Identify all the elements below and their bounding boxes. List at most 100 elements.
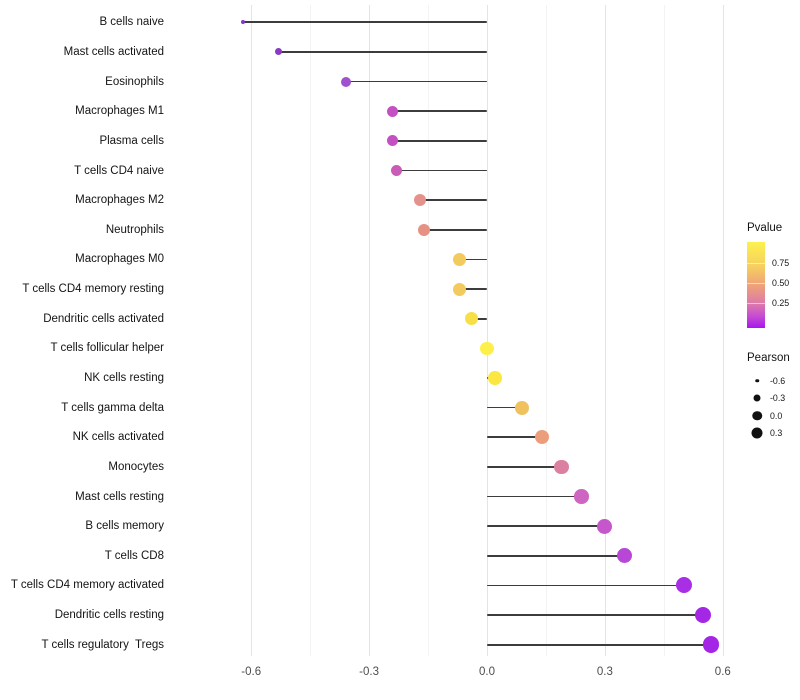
y-axis-label: NK cells activated: [72, 431, 164, 444]
y-axis-label: Macrophages M1: [75, 105, 164, 118]
lollipop-dot: [387, 135, 399, 147]
y-axis-label: T cells gamma delta: [61, 401, 164, 414]
colorbar-tick: [747, 262, 765, 264]
y-axis-label: Macrophages M2: [75, 194, 164, 207]
y-axis-label: B cells memory: [85, 520, 164, 533]
lollipop-line: [396, 169, 487, 172]
lollipop-line: [487, 584, 684, 587]
lollipop-line: [487, 406, 523, 409]
lollipop-dot: [515, 400, 530, 415]
lollipop-line: [420, 199, 487, 201]
lollipop-dot: [464, 312, 478, 326]
lollipop-line: [243, 21, 487, 24]
gridline-minor: [428, 5, 430, 656]
pvalue-legend-title: Pvalue: [747, 222, 783, 234]
colorbar-tick-label: 0.25: [772, 298, 790, 309]
lollipop-dot: [554, 459, 569, 475]
pearson-legend-dot: [753, 394, 761, 402]
lollipop-line: [487, 554, 625, 557]
lollipop-dot: [275, 48, 283, 56]
pearson-legend-items: -0.6 -0.3 0.0 0.3: [746, 372, 800, 442]
y-axis-label: Eosinophils: [105, 75, 164, 88]
lollipop-line: [278, 51, 487, 53]
pearson-legend-label: -0.3: [770, 393, 786, 404]
gridline-major: [369, 5, 371, 656]
gridline-minor: [310, 5, 312, 656]
gridline-minor: [663, 5, 665, 656]
legend: Pvalue 0.75 0.50 0.25 Pearson -0.6 -0.3 0.0 0…: [746, 222, 800, 442]
gridline-major: [604, 5, 606, 656]
pearson-legend-dot: [755, 379, 759, 383]
y-axis-label: Monocytes: [108, 460, 164, 473]
pearson-legend-label: -0.6: [770, 375, 786, 386]
lollipop-dot: [241, 20, 246, 25]
lollipop-dot: [488, 371, 502, 385]
y-axis-label: Macrophages M0: [75, 253, 164, 266]
y-axis-label: Mast cells resting: [75, 490, 164, 503]
pvalue-colorbar-wrap: 0.75 0.50 0.25: [747, 242, 789, 328]
y-axis-label: T cells regulatory Tregs: [41, 638, 164, 651]
y-axis-label: Neutrophils: [105, 223, 164, 236]
colorbar-tick: [747, 303, 765, 305]
lollipop-dot: [340, 76, 351, 87]
lollipop-line: [345, 80, 487, 83]
lollipop-dot: [414, 194, 427, 207]
lollipop-line: [487, 495, 582, 498]
y-axis-label: Mast cells activated: [63, 45, 164, 58]
lollipop-dot: [418, 223, 431, 236]
pearson-legend-title: Pearson: [747, 352, 790, 364]
lollipop-dot: [452, 252, 466, 266]
gridline-major: [722, 5, 724, 656]
lollipop-dot: [597, 518, 613, 534]
y-axis-label: NK cells resting: [84, 371, 164, 384]
y-axis-label: T cells CD8: [104, 549, 164, 562]
x-axis-tick-label: 0.3: [596, 666, 613, 678]
lollipop-dot: [675, 577, 692, 594]
x-axis-tick-label: -0.3: [359, 666, 380, 678]
pearson-legend-row: 0.3: [746, 425, 800, 443]
colorbar-tick-label: 0.75: [772, 257, 790, 268]
lollipop-dot: [387, 105, 399, 117]
lollipop-line: [487, 436, 543, 439]
lollipop-dot: [695, 607, 712, 624]
x-axis-tick-label: 0.6: [714, 666, 731, 678]
lollipop-dot: [535, 430, 550, 445]
lollipop-line: [471, 317, 487, 320]
y-axis-label: Plasma cells: [99, 134, 164, 147]
lollipop-line: [424, 228, 487, 231]
gridline-minor: [545, 5, 547, 656]
lollipop-line: [392, 110, 487, 113]
pearson-legend-row: -0.3: [746, 390, 800, 408]
x-axis-tick-label: 0.0: [479, 666, 495, 678]
lollipop-dot: [702, 636, 720, 653]
pearson-legend-dot: [751, 427, 763, 439]
colorbar-tick: [747, 283, 765, 285]
lollipop-dot: [391, 165, 403, 176]
y-axis-label: Dendritic cells resting: [54, 609, 164, 622]
pvalue-colorbar-gradient: [747, 242, 765, 328]
pearson-size-legend: Pearson -0.6 -0.3 0.0 0.3: [746, 352, 800, 442]
plot-panel: B cells naive Mast cells activated Eosinop…: [11, 5, 739, 678]
lollipop-dot: [617, 548, 633, 564]
y-axis-label: B cells naive: [99, 16, 164, 29]
pearson-legend-label: 0.0: [770, 410, 783, 421]
x-axis-tick-label: -0.6: [241, 666, 262, 678]
colorbar-tick-label: 0.50: [772, 278, 790, 289]
pearson-legend-row: 0.0: [746, 407, 800, 425]
lollipop-line: [392, 140, 487, 142]
y-axis-label: T cells CD4 memory activated: [10, 579, 164, 592]
pearson-legend-label: 0.3: [770, 428, 783, 439]
gridline-major: [251, 5, 253, 656]
y-axis-label: T cells follicular helper: [50, 342, 164, 355]
lollipop-dot: [480, 341, 494, 356]
lollipop-dot: [452, 282, 466, 296]
lollipop-line: [487, 525, 605, 528]
lollipop-line: [459, 258, 487, 261]
lollipop-dot: [574, 489, 589, 504]
y-axis-label: T cells CD4 memory resting: [22, 283, 164, 296]
lollipop-line: [487, 466, 562, 468]
y-axis-label: Dendritic cells activated: [43, 312, 164, 325]
y-axis-label: T cells CD4 naive: [74, 164, 164, 177]
lollipop-line: [487, 643, 711, 646]
